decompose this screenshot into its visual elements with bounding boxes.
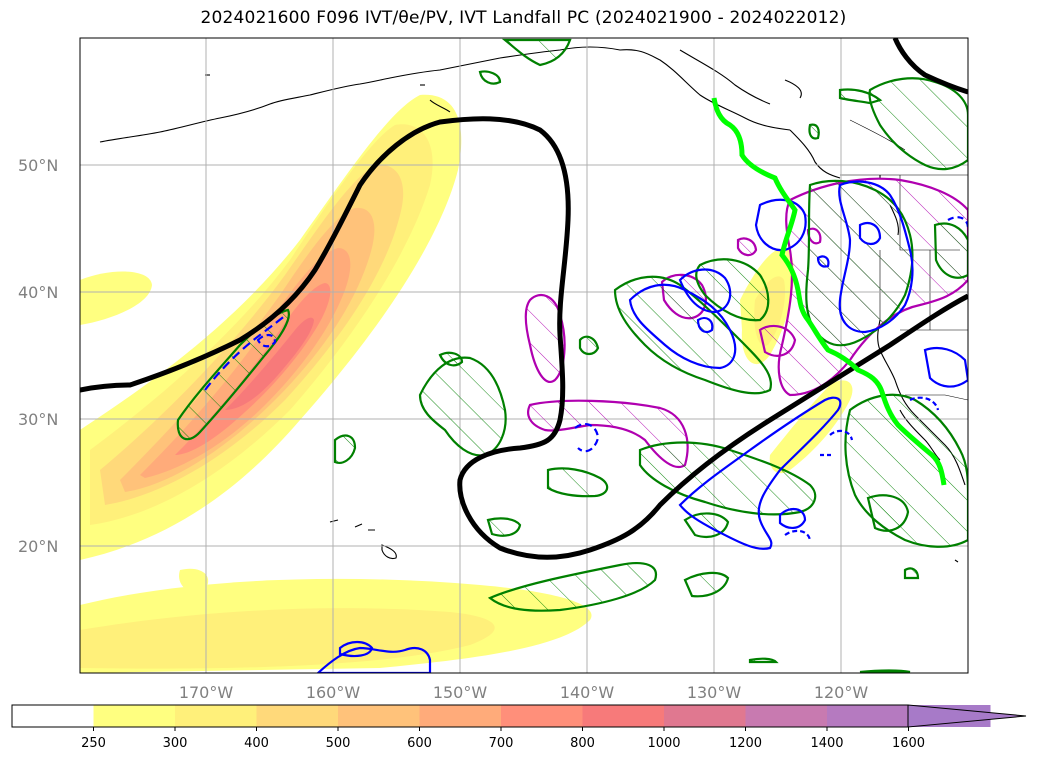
colorbar-segment <box>501 705 583 727</box>
lon-label: 130°W <box>687 683 742 702</box>
colorbar-segment <box>664 705 746 727</box>
colorbar-label: 700 <box>489 736 514 751</box>
colorbar: 250 300 400 500 600 700 800 1000 1200 1400 1600 <box>11 704 1027 751</box>
pv-contour <box>80 38 968 560</box>
colorbar-label: 1000 <box>647 736 680 751</box>
colorbar-label: 1200 <box>729 736 762 751</box>
colorbar-segment <box>745 705 828 727</box>
landfall-line <box>711 97 947 486</box>
colorbar-label: 500 <box>326 736 351 751</box>
colorbar-label: 400 <box>244 736 269 751</box>
theta-neg-contours <box>204 180 968 673</box>
colorbar-segment <box>93 705 176 727</box>
colorbar-segment <box>12 705 94 727</box>
map-title: 2024021600 F096 IVT/θe/PV, IVT Landfall … <box>200 8 847 28</box>
colorbar-label: 1600 <box>892 736 925 751</box>
map-area <box>80 38 968 673</box>
lat-label: 50°N <box>18 156 58 175</box>
colorbar-extend-arrow <box>907 704 1027 728</box>
lon-label: 170°W <box>179 683 234 702</box>
colorbar-segment <box>827 705 909 727</box>
colorbar-label: 250 <box>81 736 106 751</box>
lon-label: 140°W <box>560 683 615 702</box>
colorbar-segment <box>338 705 420 727</box>
colorbar-segment <box>175 705 257 727</box>
colorbar-label: 300 <box>163 736 188 751</box>
colorbar-segment <box>419 705 502 727</box>
lon-label: 160°W <box>306 683 361 702</box>
colorbar-segment <box>256 705 339 727</box>
lat-labels: 50°N 40°N 30°N 20°N <box>18 156 58 556</box>
lon-labels: 170°W 160°W 150°W 140°W 130°W 120°W <box>179 683 869 702</box>
colorbar-segment <box>582 705 665 727</box>
map-frame <box>79 37 969 674</box>
colorbar-outline <box>11 704 908 728</box>
lon-label: 150°W <box>433 683 488 702</box>
lat-label: 40°N <box>18 283 58 302</box>
lon-label: 120°W <box>814 683 869 702</box>
lat-label: 30°N <box>18 410 58 429</box>
colorbar-label: 800 <box>570 736 595 751</box>
colorbar-label: 600 <box>407 736 432 751</box>
colorbar-label: 1400 <box>810 736 843 751</box>
lat-label: 20°N <box>18 537 58 556</box>
